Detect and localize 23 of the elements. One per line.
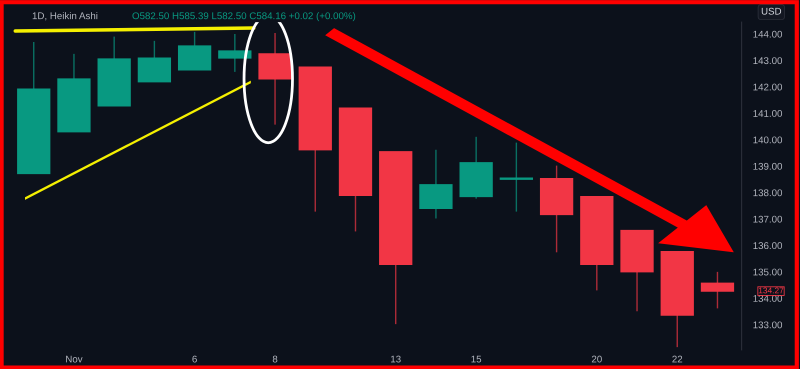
y-tick-label: 142.00 (753, 84, 782, 90)
y-tick-label: 136.00 (753, 242, 782, 250)
x-tick-label: 22 (672, 356, 682, 362)
x-tick-label: 15 (471, 356, 482, 363)
y-axis-title: USD (762, 8, 782, 15)
text: 134.27 (758, 287, 784, 294)
y-tick-label: 140.00 (753, 136, 782, 144)
x-tick-label: 8 (272, 356, 278, 363)
y-tick-label: 137.00 (753, 216, 782, 223)
y-tick-label: 143.00 (753, 57, 782, 64)
chart-title: 1D, Heikin Ashi (32, 12, 98, 20)
y-tick-label: 139.00 (753, 162, 782, 170)
x-tick-label: Nov (66, 356, 83, 363)
y-tick-label: 138.00 (753, 189, 782, 196)
y-tick-label: 133.00 (753, 321, 782, 328)
text: O582.50 H585.39 L582.50 C584.16 +0.02 (+0.00%) (132, 12, 356, 22)
x-tick-label: 20 (592, 356, 602, 363)
y-tick-label: 144.00 (753, 30, 782, 38)
y-tick-label: 135.00 (753, 268, 782, 276)
y-tick-label: 141.00 (753, 110, 782, 117)
candlestick (500, 142, 534, 212)
x-tick-label: 6 (192, 356, 197, 363)
x-tick-label: 13 (391, 356, 401, 363)
